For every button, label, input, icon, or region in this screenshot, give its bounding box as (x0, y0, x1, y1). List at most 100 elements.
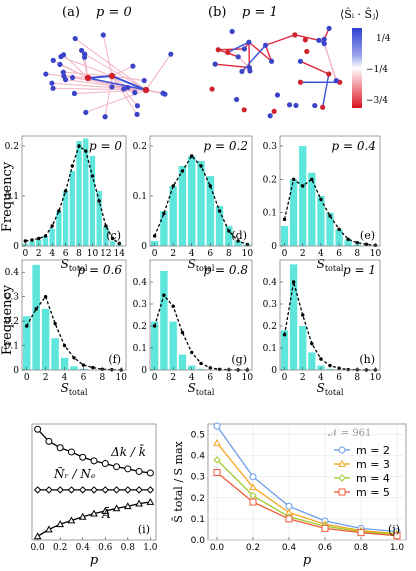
x-axis-label: p (303, 553, 312, 568)
histogram-bar (188, 156, 196, 246)
curve-point (90, 174, 95, 178)
x-tick-label: 0.4 (76, 543, 91, 553)
marker-triangle (123, 502, 132, 510)
legend-label: m = 3 (356, 458, 390, 471)
network-edge (265, 34, 296, 46)
histogram-bar (42, 236, 49, 246)
x-tick-label: 8 (354, 373, 360, 383)
y-tick-label: 0.2 (263, 175, 277, 185)
curve-point (53, 321, 57, 326)
histogram-bar (169, 321, 177, 370)
network-node (271, 108, 277, 115)
histogram-bar (280, 226, 289, 246)
network-node (229, 28, 235, 35)
histogram-bar (109, 241, 116, 246)
x-tick-label: 10 (87, 249, 99, 259)
network-node (134, 111, 140, 117)
curve-point (236, 239, 240, 243)
curve-point (180, 169, 185, 173)
histogram-bar (326, 212, 334, 246)
y-tick-label: 0 (13, 242, 19, 252)
histogram-xlabel: Stotal (188, 381, 215, 397)
y-tick-label: 0.5 (191, 431, 205, 441)
fit-curve (283, 178, 376, 246)
curve-point (110, 236, 115, 241)
network-hub-node (84, 74, 92, 82)
series-label: Δk / k̄ (110, 443, 146, 459)
x-tick-label: 0 (24, 373, 30, 383)
marker-diamond (101, 486, 109, 494)
network-node (326, 71, 332, 77)
y-tick-label: 0.1 (191, 515, 205, 525)
network-node (274, 92, 281, 98)
marker-triangle (33, 532, 42, 540)
network-edge (111, 75, 138, 115)
histogram-bar (83, 138, 89, 246)
y-tick-label: 0.2 (5, 317, 19, 327)
histogram-title: p = 0.6 (78, 263, 123, 277)
histogram-bar (308, 172, 316, 246)
histogram-xlabel: Stotal (317, 257, 344, 273)
curve-point (43, 234, 48, 238)
y-tick-label: 0.4 (5, 268, 20, 278)
y-tick-label: 0.4 (263, 278, 278, 288)
curve-point (84, 149, 88, 153)
marker-circle (79, 453, 87, 461)
y-tick-label: 0.3 (263, 300, 278, 310)
network-node (162, 91, 168, 97)
x-tick-label: 0.0 (30, 543, 45, 553)
x-tick-label: 0.8 (121, 543, 136, 553)
x-tick-label: 8 (226, 373, 232, 383)
curve-point (171, 304, 175, 308)
histogram-bar (49, 228, 55, 246)
curve-point (208, 184, 212, 188)
series-line (37, 501, 151, 537)
x-tick-label: 4 (318, 249, 324, 259)
histogram-bar (169, 186, 177, 246)
network-node (333, 78, 339, 84)
curve-point (62, 343, 67, 348)
marker-circle (213, 422, 221, 430)
histogram-bar (103, 226, 109, 246)
curve-point (364, 242, 369, 247)
plot-frame (21, 259, 127, 371)
histogram-bar (280, 330, 289, 370)
curve-point (291, 177, 296, 182)
x-tick-label: 2 (36, 249, 42, 259)
curve-point (34, 307, 38, 311)
network-edge (323, 43, 337, 81)
curve-point (37, 236, 41, 241)
curve-point (346, 237, 350, 242)
network-node (61, 73, 67, 79)
network-node (102, 114, 108, 120)
network-node (72, 35, 78, 42)
network-node (286, 102, 293, 108)
marker-diamond (79, 486, 87, 494)
panel-a-label: (a) (62, 5, 80, 20)
curve-point (23, 239, 28, 243)
histogram-bar (150, 321, 159, 370)
x-tick-label: 8 (226, 249, 232, 259)
histogram-bar (206, 176, 214, 246)
colorbar-tick-2: −1/4 (366, 65, 388, 75)
network-node (297, 58, 304, 64)
histogram-title: p = 0.4 (332, 139, 376, 153)
y-tick-label: 0.1 (263, 344, 277, 354)
network-panel-b (209, 25, 343, 119)
y-tick-label: 0.2 (5, 142, 19, 152)
network-node (268, 58, 275, 64)
x-tick-label: 12 (100, 249, 111, 259)
histogram-bar (299, 146, 307, 246)
marker-circle (338, 446, 346, 454)
plot-frame (279, 135, 381, 247)
xlabel-subscript: total (325, 388, 344, 397)
marker-circle (146, 469, 154, 477)
curve-point (282, 217, 287, 222)
histogram-bar (70, 366, 78, 370)
network-node (321, 41, 327, 47)
network-node (241, 46, 247, 52)
x-tick-label: 1.0 (143, 543, 158, 553)
x-tick-label: 0 (22, 249, 28, 259)
network-node (225, 49, 231, 55)
